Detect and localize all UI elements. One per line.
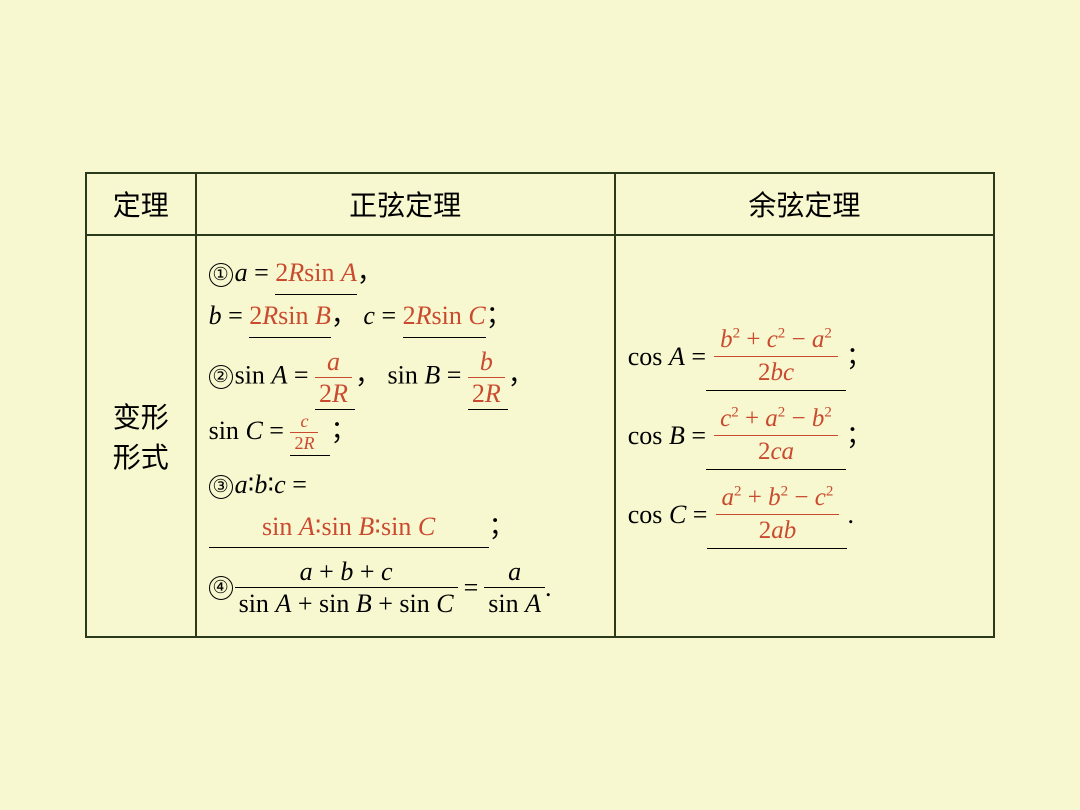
sinC-frac: c2R (290, 410, 330, 456)
row-label: 变形 形式 (86, 235, 196, 636)
cosB-line: cos B = c2 + a2 − b2 2ca ； (628, 403, 981, 470)
marker-4: ④ (209, 576, 233, 600)
cosA-value: b2 + c2 − a2 2bc (706, 324, 846, 391)
cosine-content: cos A = b2 + c2 − a2 2bc ； cos B = c2 + … (615, 235, 994, 636)
b-label: b (209, 301, 222, 330)
marker-2: ② (209, 365, 233, 389)
item4-lhs: a + b + c sin A + sin B + sin C (235, 556, 458, 619)
cosC-line: cos C = a2 + b2 − c2 2ab . (628, 482, 981, 549)
marker-3: ③ (209, 475, 233, 499)
ratio-value: sin A∶sin B∶sin C (209, 506, 489, 549)
row-label-1: 变形 (113, 403, 169, 434)
sinA-frac: a2R (315, 346, 355, 410)
cosA-line: cos A = b2 + c2 − a2 2bc ； (628, 324, 981, 391)
cosC-value: a2 + b2 − c2 2ab (707, 482, 847, 549)
a-label: a (235, 258, 248, 287)
sine-item-4: ④ a + b + c sin A + sin B + sin C = a si… (209, 556, 602, 619)
header-theorem: 定理 (86, 173, 196, 235)
theorem-table: 定理 正弦定理 余弦定理 变形 形式 ①a = 2Rsin A， b = 2Rs… (85, 172, 995, 637)
sine-content: ①a = 2Rsin A， b = 2Rsin B， c = 2Rsin C； … (196, 235, 615, 636)
body-row: 变形 形式 ①a = 2Rsin A， b = 2Rsin B， c = 2Rs… (86, 235, 994, 636)
row-label-2: 形式 (113, 443, 169, 474)
item4-rhs: a sin A (484, 556, 545, 619)
sine-item-3: ③a∶b∶c = sin A∶sin B∶sin C ； (209, 464, 602, 548)
a-value: 2Rsin A (275, 252, 357, 295)
header-sine: 正弦定理 (196, 173, 615, 235)
sine-item-1: ①a = 2Rsin A， b = 2Rsin B， c = 2Rsin C； (209, 252, 602, 337)
c-value: 2Rsin C (403, 295, 486, 338)
header-cosine: 余弦定理 (615, 173, 994, 235)
sinB-frac: b2R (468, 346, 508, 410)
c-label: c (363, 301, 375, 330)
header-row: 定理 正弦定理 余弦定理 (86, 173, 994, 235)
marker-1: ① (209, 263, 233, 287)
sine-item-2: ②sin A = a2R， sin B = b2R， sin C = c2R； (209, 346, 602, 457)
cosB-value: c2 + a2 − b2 2ca (706, 403, 846, 470)
b-value: 2Rsin B (249, 295, 331, 338)
